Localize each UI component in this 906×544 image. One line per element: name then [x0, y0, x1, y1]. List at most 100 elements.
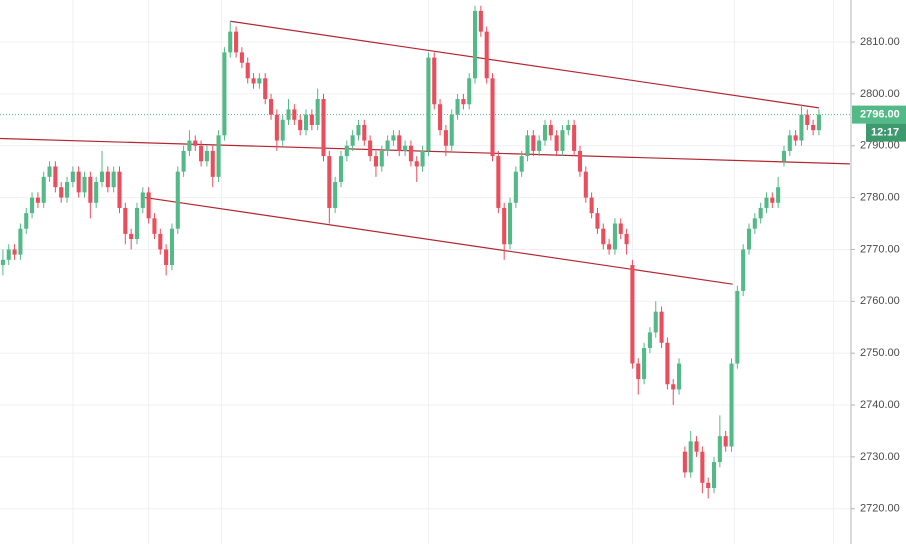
candle-body [123, 207, 128, 234]
candle-body [356, 124, 361, 136]
candle-body [653, 311, 658, 333]
countdown: 12:17 [871, 127, 899, 139]
y-tick-label: 2760.00 [860, 295, 900, 307]
candle-body [315, 99, 320, 125]
candle-body [12, 249, 17, 255]
candle-body [688, 441, 693, 473]
candle-body [811, 124, 816, 131]
candle-body [647, 332, 652, 348]
candle-body [99, 171, 105, 183]
candle-body [140, 192, 145, 208]
y-tick-label: 2790.00 [860, 140, 900, 152]
candle-body [787, 135, 792, 151]
candle-body [548, 124, 553, 136]
candle-body [327, 156, 332, 208]
candle-body [344, 145, 349, 157]
candle-body [665, 342, 670, 385]
candle-body [577, 150, 583, 172]
candle-body [420, 150, 425, 167]
y-tick-label: 2750.00 [860, 347, 900, 359]
candle-body [385, 140, 390, 151]
candle-body [781, 150, 787, 162]
candle-body [164, 249, 169, 265]
candle-body [490, 78, 495, 157]
candle-body [105, 171, 110, 188]
candle-body [193, 140, 198, 146]
candle-body [228, 31, 233, 53]
candle-body [338, 156, 344, 183]
candle-body [35, 197, 40, 203]
trend-line [0, 137, 850, 165]
candle-body [70, 171, 75, 183]
candle-body [280, 119, 285, 141]
candle-body [799, 114, 804, 141]
candle-body [134, 207, 140, 240]
candle-body [496, 156, 501, 208]
candle-body [461, 99, 466, 105]
candle-body [41, 176, 46, 203]
candle-body [583, 171, 588, 198]
candle-body [309, 114, 314, 125]
axis-labels: 2720.00 2730.00 2740.00 2750.00 2760.00 2770.… [851, 36, 906, 515]
candle-body [129, 233, 134, 240]
candle-body [711, 462, 717, 488]
candle-body [47, 166, 52, 177]
candle-body [537, 140, 542, 151]
y-tick-label: 2730.00 [860, 451, 900, 463]
candle-body [519, 156, 524, 172]
candle-body [18, 228, 23, 255]
candle-body [199, 145, 204, 162]
candle-body [350, 135, 355, 146]
candle-body [729, 363, 734, 447]
candle-body [187, 140, 192, 151]
candle-body [234, 31, 239, 53]
candle-body [333, 182, 338, 208]
candle-body [59, 187, 64, 198]
candle-body [793, 135, 798, 141]
candle-body [88, 176, 93, 203]
candle-body [706, 482, 711, 488]
candle-body [589, 197, 594, 214]
candle-body [484, 31, 489, 79]
candle-body [362, 124, 367, 141]
candle-body [292, 109, 297, 120]
grid [0, 0, 851, 544]
candle-body [770, 197, 775, 203]
candle-body [239, 52, 244, 63]
candle-body [30, 197, 35, 214]
candle-body [443, 130, 448, 146]
candle-body [618, 223, 623, 234]
candle-body [542, 124, 548, 141]
candle-body [146, 192, 151, 219]
last-price-box [852, 105, 906, 124]
candle-body [414, 161, 419, 167]
y-tick-label: 2780.00 [860, 191, 900, 203]
candle-body [717, 436, 722, 463]
candle-body [816, 114, 821, 131]
countdown-box [866, 123, 906, 142]
candle-body [531, 135, 536, 151]
candles [0, 5, 821, 499]
candle-body [746, 228, 752, 250]
candle-body [758, 207, 763, 219]
candle-body [53, 166, 58, 188]
candle-body [741, 249, 746, 291]
candle-body [572, 124, 577, 151]
candle-body [82, 176, 87, 193]
candle-body [181, 150, 186, 172]
y-tick-label: 2720.00 [860, 503, 900, 515]
candle-body [268, 99, 274, 115]
candle-body [478, 10, 483, 32]
candle-body [257, 78, 262, 84]
candle-body [204, 150, 209, 162]
candle-body [805, 114, 810, 125]
candle-body [560, 130, 565, 151]
candle-body [175, 171, 180, 229]
candle-body [502, 207, 507, 245]
candle-body [601, 228, 606, 245]
candle-body [408, 145, 413, 162]
candle-body [222, 52, 227, 136]
candle-body [507, 202, 513, 245]
candle-body [624, 233, 629, 245]
